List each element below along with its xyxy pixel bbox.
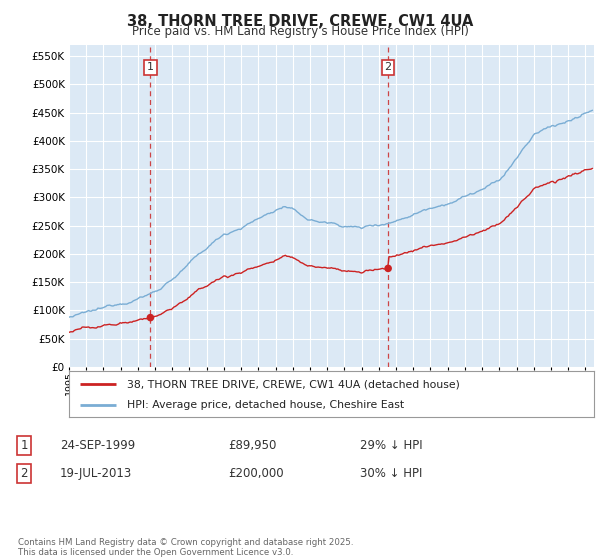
Point [146, 313, 155, 322]
Text: 29% ↓ HPI: 29% ↓ HPI [360, 438, 422, 452]
Text: 38, THORN TREE DRIVE, CREWE, CW1 4UA: 38, THORN TREE DRIVE, CREWE, CW1 4UA [127, 14, 473, 29]
Text: 2: 2 [20, 466, 28, 480]
Text: £89,950: £89,950 [228, 438, 277, 452]
Text: 38, THORN TREE DRIVE, CREWE, CW1 4UA (detached house): 38, THORN TREE DRIVE, CREWE, CW1 4UA (de… [127, 379, 460, 389]
Text: Contains HM Land Registry data © Crown copyright and database right 2025.
This d: Contains HM Land Registry data © Crown c… [18, 538, 353, 557]
Point [383, 264, 393, 273]
Text: 1: 1 [147, 62, 154, 72]
Text: 24-SEP-1999: 24-SEP-1999 [60, 438, 135, 452]
Text: 2: 2 [385, 62, 392, 72]
Text: £200,000: £200,000 [228, 466, 284, 480]
Text: HPI: Average price, detached house, Cheshire East: HPI: Average price, detached house, Ches… [127, 400, 404, 410]
Text: Price paid vs. HM Land Registry's House Price Index (HPI): Price paid vs. HM Land Registry's House … [131, 25, 469, 38]
Text: 1: 1 [20, 438, 28, 452]
Text: 19-JUL-2013: 19-JUL-2013 [60, 466, 132, 480]
Text: 30% ↓ HPI: 30% ↓ HPI [360, 466, 422, 480]
